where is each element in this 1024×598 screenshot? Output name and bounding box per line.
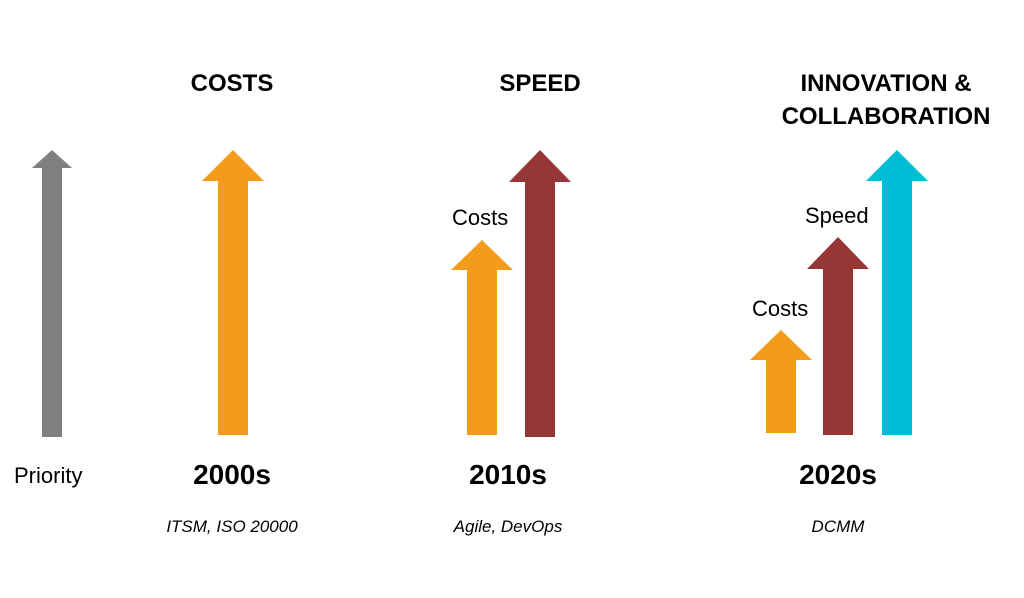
innovation-arrow-2020s: [866, 150, 928, 435]
decade-2020s: 2020s: [799, 459, 877, 490]
decade-2010s: 2010s: [469, 459, 547, 490]
technologies-2000s: ITSM, ISO 20000: [166, 517, 298, 536]
speed-arrow-2010s: [509, 150, 571, 437]
costs-arrow-2010s: [451, 240, 513, 435]
decade-2000s: 2000s: [193, 459, 271, 490]
arrow-label-speed-2020s: Speed: [805, 203, 869, 228]
column-heading-innovation-line2: COLLABORATION: [781, 103, 991, 130]
priority-label: Priority: [14, 463, 83, 488]
costs-arrow-2000s: [202, 150, 264, 435]
speed-arrow-2020s: [807, 237, 869, 435]
costs-arrow-2020s: [750, 330, 812, 433]
technologies-2010s: Agile, DevOps: [453, 517, 563, 536]
arrow-label-costs-2010s: Costs: [452, 205, 509, 230]
column-heading-speed: SPEED: [499, 70, 581, 97]
priority-arrow: [32, 150, 72, 437]
arrow-label-costs-2020s: Costs: [752, 296, 809, 321]
column-heading-costs: COSTS: [190, 70, 274, 97]
technologies-2020s: DCMM: [811, 517, 865, 536]
column-heading-innovation-line1: INNOVATION &: [800, 70, 972, 97]
